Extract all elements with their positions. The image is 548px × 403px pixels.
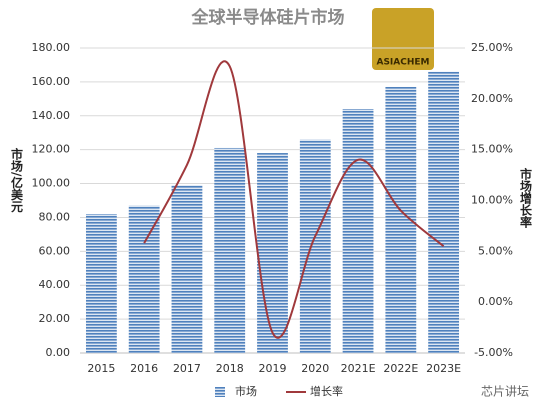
x-tick-label: 2017 [173,362,201,375]
y-axis-label: 市场/亿美元 [10,147,24,213]
legend-label: 市场 [235,384,257,398]
legend-swatch [215,387,225,397]
y2-tick-label: 15.00% [471,143,513,156]
y2-tick-label: -5.00% [474,346,513,359]
bar [171,185,203,353]
x-tick-label: 2015 [87,362,115,375]
x-tick-label: 2020 [301,362,329,375]
x-tick-label: 2019 [259,362,287,375]
bar [342,109,374,353]
legend-label: 增长率 [310,384,343,398]
y-tick-label: 20.00 [39,312,71,325]
y-tick-label: 80.00 [39,210,71,223]
y2-tick-label: 20.00% [471,92,513,105]
line [143,60,445,339]
y-tick-label: 180.00 [32,41,71,54]
bar [257,153,288,353]
y-tick-label: 160.00 [32,75,71,88]
x-tick-label: 2022E [383,362,418,375]
bar [85,214,117,353]
x-tick-label: 2021E [341,362,376,375]
x-tick-label: 2023E [426,362,461,375]
bar [299,139,331,353]
y-tick-label: 0.00 [46,346,71,359]
bar [428,71,460,353]
chart-title: 全球半导体硅片市场 [191,7,345,28]
y2-axis-label: 市场增长率 [519,167,533,229]
bar [214,147,246,353]
y-tick-label: 40.00 [39,278,71,291]
x-tick-label: 2016 [130,362,158,375]
logo-box [372,8,434,70]
y-tick-label: 120.00 [32,143,71,156]
y2-tick-label: 5.00% [478,244,513,257]
logo-text: ASIACHEM [376,58,429,68]
watermark: 芯片讲坛 [481,384,529,399]
y2-tick-label: 25.00% [471,41,513,54]
y-tick-label: 140.00 [32,109,71,122]
y2-tick-label: 10.00% [471,194,513,207]
bar [128,205,160,353]
y2-tick-label: 0.00% [478,295,513,308]
x-tick-label: 2018 [216,362,244,375]
y-tick-label: 100.00 [32,177,71,190]
y-tick-label: 60.00 [39,244,71,257]
